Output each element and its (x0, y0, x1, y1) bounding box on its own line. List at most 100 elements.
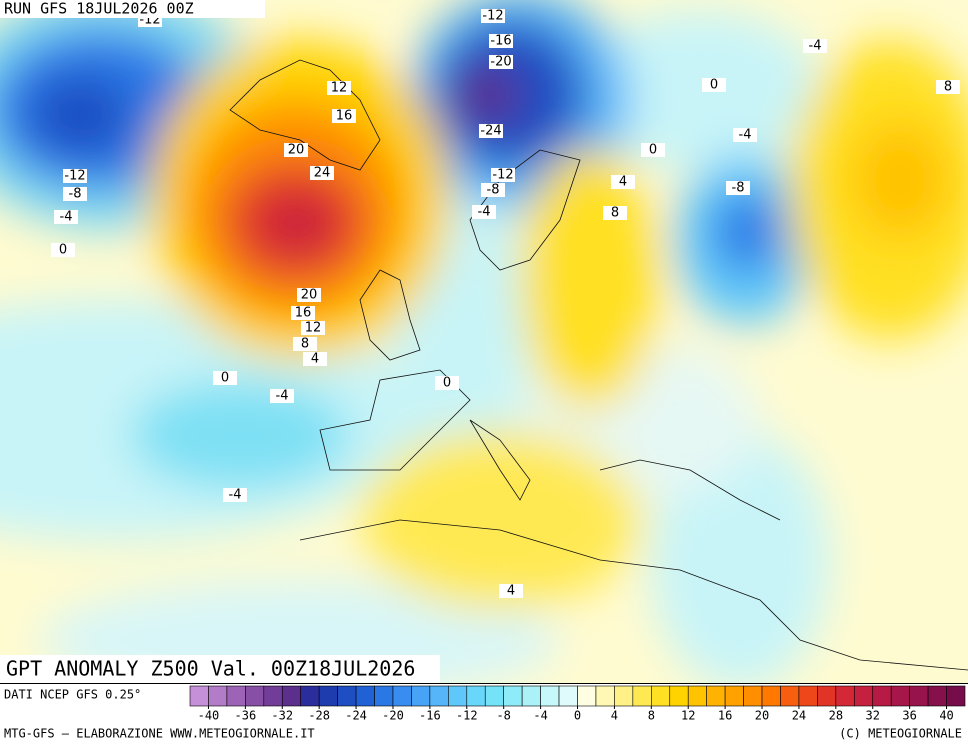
colorbar-tick-label: 20 (755, 709, 769, 723)
source-label: DATI NCEP GFS 0.25° (4, 688, 141, 702)
colorbar-swatch (208, 685, 228, 707)
colorbar-swatch (890, 685, 910, 707)
contour-label-text: 0 (443, 376, 451, 391)
contour-label-bg (491, 168, 515, 182)
contour-label-bg (803, 39, 827, 53)
contour-label-text: 0 (649, 143, 657, 158)
colorbar-swatch (540, 685, 560, 707)
contour-label-text: 8 (944, 80, 952, 95)
colorbar-swatch (337, 685, 357, 707)
contour-label-bg (327, 81, 351, 95)
colorbar-tick-label: -12 (456, 709, 478, 723)
contour-label-text: -8 (69, 187, 82, 202)
colorbar-swatch (632, 685, 652, 707)
contour-label-bg (284, 143, 308, 157)
colorbar-swatch (761, 685, 781, 707)
contour-label-bg (936, 80, 960, 94)
colorbar-swatch (724, 685, 744, 707)
contour-label-bg (435, 376, 459, 390)
contour-label-bg (63, 169, 87, 183)
run-label: RUN GFS 18JUL2026 00Z (4, 0, 194, 18)
colorbar-tick-label: -20 (382, 709, 404, 723)
contour-label-bg (479, 124, 503, 138)
contour-label: -4 (803, 39, 827, 54)
contour-label-bg (332, 109, 356, 123)
contour-label: 4 (303, 352, 327, 367)
contour-label: -20 (489, 55, 513, 70)
contour-labels: -12 -12-16-20-24-12-8-4-40 8-4048-81216202… (51, 9, 960, 599)
colorbar-swatch (706, 685, 726, 707)
colorbar-tick-label: 8 (648, 709, 655, 723)
colorbar-swatch (780, 685, 800, 707)
colorbar-tick-label: 36 (902, 709, 916, 723)
contour-label-text: -20 (490, 55, 511, 70)
contour-label-text: -4 (809, 39, 822, 54)
colorbar-swatch (355, 685, 375, 707)
colorbar-swatch (374, 685, 394, 707)
colorbar-tick-label: 24 (792, 709, 806, 723)
contour-label: 4 (611, 175, 635, 190)
colorbar-swatch (798, 685, 818, 707)
contour-label-bg (726, 181, 750, 195)
contour-label-text: 16 (295, 306, 312, 321)
colorbar-swatch (189, 685, 209, 707)
colorbar-swatch (743, 685, 763, 707)
contour-label: 8 (936, 80, 960, 95)
contour-label-bg (301, 321, 325, 335)
contour-label: -4 (223, 488, 247, 503)
contour-label: 8 (293, 337, 317, 352)
contour-label-bg (293, 337, 317, 351)
contour-label: -12 (63, 169, 87, 184)
colorbar-tick-label: 40 (939, 709, 953, 723)
contour-label-bg (270, 389, 294, 403)
contour-label: -8 (481, 183, 505, 198)
colorbar-swatch (835, 685, 855, 707)
colorbar-swatch (577, 685, 597, 707)
contour-label-text: 16 (336, 109, 353, 124)
contour-label-text: -4 (276, 389, 289, 404)
contour-label-text: -4 (60, 210, 73, 225)
contour-label-bg (499, 584, 523, 598)
colorbar-swatch (503, 685, 523, 707)
colorbar-tick-label: -4 (533, 709, 547, 723)
contour-label-text: -4 (229, 488, 242, 503)
contour-label: -4 (733, 128, 757, 143)
credit-label: MTG-GFS — ELABORAZIONE WWW.METEOGIORNALE… (4, 727, 315, 741)
contour-label-bg (291, 306, 315, 320)
contour-label-text: -12 (482, 9, 503, 24)
colorbar-swatch (281, 685, 302, 707)
contour-label-bg (641, 143, 665, 157)
contour-label: -16 (489, 34, 513, 49)
colorbar-tick-label: -8 (496, 709, 510, 723)
contour-label: 0 (213, 371, 237, 386)
contour-label-text: 4 (619, 175, 627, 190)
colorbar-swatch (651, 685, 671, 707)
contour-label-text: 0 (59, 243, 67, 258)
colorbar-swatch (466, 685, 486, 707)
contour-label-text: -24 (480, 124, 501, 139)
colorbar-swatch (521, 685, 541, 707)
colorbar-swatch (669, 685, 689, 707)
header-box (0, 0, 265, 18)
contour-label-bg (297, 288, 321, 302)
colorbar-swatch (226, 685, 246, 707)
map (0, 0, 968, 683)
colorbar-swatch (817, 685, 837, 707)
contour-label-text: 20 (288, 143, 305, 158)
contour-label-bg (481, 183, 505, 197)
contour-label-text: 0 (710, 78, 718, 93)
contour-label-text: -12 (492, 168, 513, 183)
contour-label-bg (489, 55, 513, 69)
contour-label-text: 8 (301, 337, 309, 352)
contour-label-bg (611, 175, 635, 189)
colorbar-tick-label: 4 (611, 709, 618, 723)
colorbar-swatch (263, 685, 283, 707)
colorbar-swatch (558, 685, 578, 707)
contour-label: -24 (479, 124, 503, 139)
contour-label-bg (733, 128, 757, 142)
colorbar-swatch (909, 685, 929, 707)
contour-label-bg (54, 210, 78, 224)
contour-label-bg (213, 371, 237, 385)
contour-label-bg (472, 205, 496, 219)
contour-label: -4 (472, 205, 496, 220)
